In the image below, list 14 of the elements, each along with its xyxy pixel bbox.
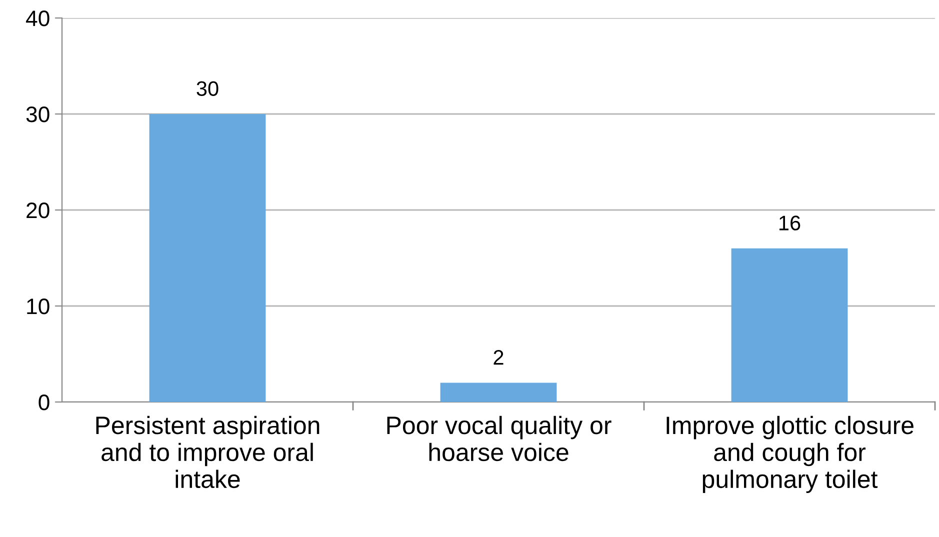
y-tick-label: 40 bbox=[26, 10, 50, 26]
data-label: 2 bbox=[494, 350, 504, 365]
y-tick-label: 10 bbox=[27, 298, 50, 314]
y-tick-label: 30 bbox=[26, 106, 50, 122]
y-tick-label: 0 bbox=[38, 394, 50, 410]
x-tick-label: Poor vocal quality or hoarse voice bbox=[387, 416, 612, 462]
y-tick-label: 20 bbox=[26, 202, 50, 218]
bar bbox=[440, 382, 557, 402]
x-tick-label: Improve glottic closure and cough for pulmonary toilet bbox=[666, 416, 914, 494]
data-label: 16 bbox=[780, 216, 800, 230]
bar bbox=[149, 114, 266, 402]
x-tick-label: Persistent aspiration and to improve oral intake bbox=[96, 416, 320, 488]
bar bbox=[731, 248, 848, 402]
data-label: 30 bbox=[196, 81, 218, 96]
